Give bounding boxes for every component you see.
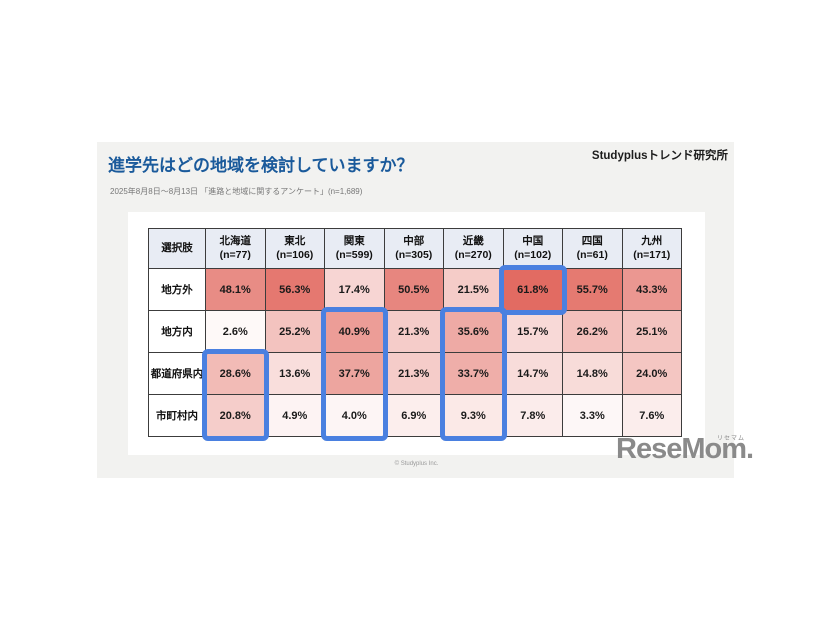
value-cell: 37.7% [324,352,385,395]
resemom-wordmark: ReseMom. [616,433,754,465]
page-title: 進学先はどの地域を検討していますか？ [108,156,414,175]
value-cell: 61.8% [502,268,563,311]
value-cell: 2.6% [205,310,266,353]
value-cell: 43.3% [621,268,682,311]
corner-header: 選択肢 [148,228,206,269]
table-row: 市町村内 20.8% 4.9% 4.0% 6.9% 9.3% 7.8% 3.3% 7.6% [148,394,682,437]
value-cell: 15.7% [502,310,563,353]
value-cell: 14.7% [502,352,563,395]
col-header-3: 関東 (n=599) [324,228,385,269]
value-cell: 25.1% [621,310,682,353]
value-cell: 28.6% [205,352,266,395]
col-header-5: 近畿 (n=270) [443,228,504,269]
table-row: 地方外 48.1% 56.3% 17.4% 50.5% 21.5% 61.8% 55.7% 43… [148,268,682,311]
value-cell: 33.7% [443,352,504,395]
value-cell: 21.3% [383,310,444,353]
value-cell: 21.3% [383,352,444,395]
value-cell: 20.8% [205,394,266,437]
table-card: 選択肢 北海道 (n=77) 東北 (n=106) 関東 (n=599) 中部 (n=305)… [128,212,705,455]
row-header-1: 地方外 [148,268,206,311]
value-cell: 25.2% [264,310,325,353]
value-cell: 13.6% [264,352,325,395]
value-cell: 14.8% [562,352,623,395]
value-cell: 7.8% [502,394,563,437]
value-cell: 50.5% [383,268,444,311]
col-header-6: 中国 (n=102) [502,228,563,269]
value-cell: 55.7% [562,268,623,311]
value-cell: 40.9% [324,310,385,353]
value-cell: 4.0% [324,394,385,437]
value-cell: 3.3% [562,394,623,437]
table-header-row: 選択肢 北海道 (n=77) 東北 (n=106) 関東 (n=599) 中部 (n=305)… [148,228,682,269]
row-header-3: 都道府県内 [148,352,206,395]
value-cell: 26.2% [562,310,623,353]
col-header-8: 九州 (n=171) [621,228,682,269]
col-header-7: 四国 (n=61) [562,228,623,269]
survey-period-subtitle: 2025年8月8日～8月13日 「進路と地域に関するアンケート」(n=1,689… [110,187,363,196]
value-cell: 17.4% [324,268,385,311]
value-cell: 7.6% [621,394,682,437]
value-cell: 48.1% [205,268,266,311]
heatmap-table-wrap: 選択肢 北海道 (n=77) 東北 (n=106) 関東 (n=599) 中部 (n=305)… [148,228,682,441]
table-row: 地方内 2.6% 25.2% 40.9% 21.3% 35.6% 15.7% 26.2% 25.… [148,310,682,353]
value-cell: 35.6% [443,310,504,353]
brand-label: Studyplusトレンド研究所 [591,150,728,162]
col-header-1: 北海道 (n=77) [205,228,266,269]
col-header-2: 東北 (n=106) [264,228,325,269]
value-cell: 56.3% [264,268,325,311]
row-header-4: 市町村内 [148,394,206,437]
survey-slide: Studyplusトレンド研究所 進学先はどの地域を検討していますか？ 2025… [97,142,734,478]
col-header-4: 中部 (n=305) [383,228,444,269]
region-heatmap-table: 選択肢 北海道 (n=77) 東北 (n=106) 関東 (n=599) 中部 (n=305)… [148,228,682,437]
value-cell: 9.3% [443,394,504,437]
value-cell: 6.9% [383,394,444,437]
resemom-ruby-text: リセマム [717,436,746,442]
row-header-2: 地方内 [148,310,206,353]
resemom-logo: リセマム ReseMom. [616,432,754,467]
value-cell: 4.9% [264,394,325,437]
value-cell: 21.5% [443,268,504,311]
value-cell: 24.0% [621,352,682,395]
table-row: 都道府県内 28.6% 13.6% 37.7% 21.3% 33.7% 14.7% 14.8%… [148,352,682,395]
copyright: © Studyplus Inc. [394,461,439,467]
